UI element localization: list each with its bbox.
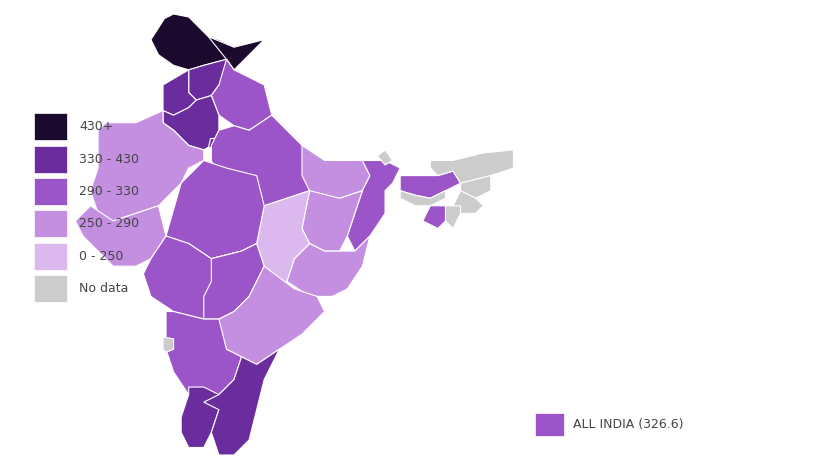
Text: 430+: 430+ <box>79 120 113 133</box>
Polygon shape <box>208 37 265 70</box>
Polygon shape <box>400 171 460 198</box>
Polygon shape <box>430 150 513 183</box>
FancyBboxPatch shape <box>34 210 67 237</box>
Polygon shape <box>445 206 460 228</box>
Polygon shape <box>166 312 242 402</box>
Polygon shape <box>163 95 219 150</box>
FancyBboxPatch shape <box>535 413 564 436</box>
Polygon shape <box>144 236 265 319</box>
Text: No data: No data <box>79 282 129 295</box>
Polygon shape <box>91 110 204 221</box>
Polygon shape <box>204 349 280 455</box>
Text: ALL INDIA (326.6): ALL INDIA (326.6) <box>574 418 684 431</box>
Polygon shape <box>163 337 174 352</box>
Polygon shape <box>257 191 309 296</box>
Polygon shape <box>163 70 197 115</box>
FancyBboxPatch shape <box>34 275 67 302</box>
Polygon shape <box>212 115 324 206</box>
Polygon shape <box>460 176 491 198</box>
Polygon shape <box>423 206 445 228</box>
Polygon shape <box>166 160 265 259</box>
Polygon shape <box>189 59 234 100</box>
Text: 290 - 330: 290 - 330 <box>79 185 139 198</box>
Polygon shape <box>377 150 392 165</box>
Polygon shape <box>453 191 483 213</box>
Polygon shape <box>76 206 166 266</box>
Polygon shape <box>302 191 362 251</box>
FancyBboxPatch shape <box>34 145 67 173</box>
Polygon shape <box>400 191 445 206</box>
Text: 330 - 430: 330 - 430 <box>79 152 139 166</box>
Polygon shape <box>151 14 234 70</box>
Polygon shape <box>212 59 272 130</box>
FancyBboxPatch shape <box>34 243 67 270</box>
Polygon shape <box>302 145 370 206</box>
Polygon shape <box>347 160 400 251</box>
FancyBboxPatch shape <box>34 178 67 205</box>
Polygon shape <box>287 236 370 296</box>
FancyBboxPatch shape <box>34 113 67 140</box>
Polygon shape <box>181 387 219 447</box>
Polygon shape <box>208 138 216 147</box>
Text: 0 - 250: 0 - 250 <box>79 250 123 263</box>
Text: 250 - 290: 250 - 290 <box>79 218 139 230</box>
Polygon shape <box>204 244 265 319</box>
Polygon shape <box>219 266 324 364</box>
